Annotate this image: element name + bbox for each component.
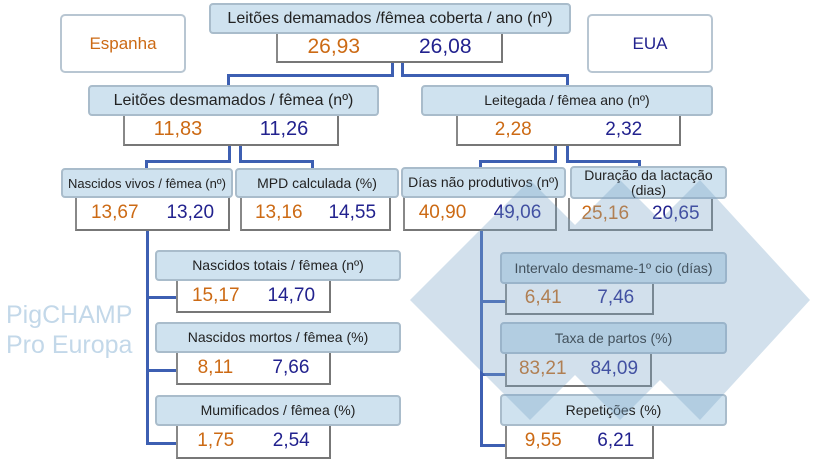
value-spain: 2,28 xyxy=(494,118,532,140)
node-label: MPD calculada (%) xyxy=(235,168,399,198)
value-usa: 49,06 xyxy=(494,202,542,224)
watermark-text: PigCHAMP Pro Europa xyxy=(6,301,133,359)
value-spain: 25,16 xyxy=(581,203,629,225)
value-spain: 83,21 xyxy=(519,358,567,380)
value-spain: 8,11 xyxy=(197,356,234,378)
node-label: Intervalo desmame-1º cio (días) xyxy=(500,252,727,284)
value-spain: 15,17 xyxy=(191,284,240,306)
value-spain: 13,67 xyxy=(90,202,139,223)
value-usa: 7,66 xyxy=(272,356,310,378)
value-usa: 2,32 xyxy=(605,118,643,140)
node-label: Nascidos vivos / fêmea (nº) xyxy=(61,168,233,198)
watermark-logo-icon xyxy=(410,180,810,420)
legend-usa: EUA xyxy=(587,14,713,73)
node-label: Leitegada / fêmea ano (nº) xyxy=(421,85,713,116)
value-usa: 20,65 xyxy=(652,203,700,225)
value-usa: 13,20 xyxy=(166,202,215,223)
node-label: Días não produtivos (nº) xyxy=(401,167,566,198)
value-usa: 14,55 xyxy=(328,202,377,223)
node-label: Leitões desmamados / fêmea (nº) xyxy=(88,85,379,116)
value-spain: 40,90 xyxy=(418,202,467,223)
value-usa: 14,70 xyxy=(267,284,316,306)
value-spain: 11,83 xyxy=(153,118,203,140)
value-usa: 2,54 xyxy=(272,430,310,451)
value-spain: 26,93 xyxy=(307,35,361,58)
value-spain: 13,16 xyxy=(254,202,303,223)
legend-spain: Espanha xyxy=(60,14,186,73)
value-spain: 6,41 xyxy=(525,287,562,309)
value-spain: 9,55 xyxy=(524,430,562,451)
node-label: Duração da lactação (dias) xyxy=(570,166,727,199)
value-usa: 6,21 xyxy=(597,430,635,451)
node-label: Nascidos mortos / fêmea (%) xyxy=(155,322,401,353)
node-label: Taxa de partos (%) xyxy=(500,322,727,354)
value-usa: 26,08 xyxy=(418,35,472,58)
node-label: Nascidos totais / fêmea (nº) xyxy=(155,250,401,281)
node-label: Leitões demamados /fêmea coberta / ano (… xyxy=(209,3,571,34)
value-usa: 11,26 xyxy=(259,118,309,140)
value-usa: 84,09 xyxy=(590,358,638,380)
node-label: Repetições (%) xyxy=(500,394,727,426)
node-label: Mumificados / fêmea (%) xyxy=(155,395,401,426)
value-spain: 1,75 xyxy=(197,430,235,451)
value-usa: 7,46 xyxy=(597,287,634,309)
